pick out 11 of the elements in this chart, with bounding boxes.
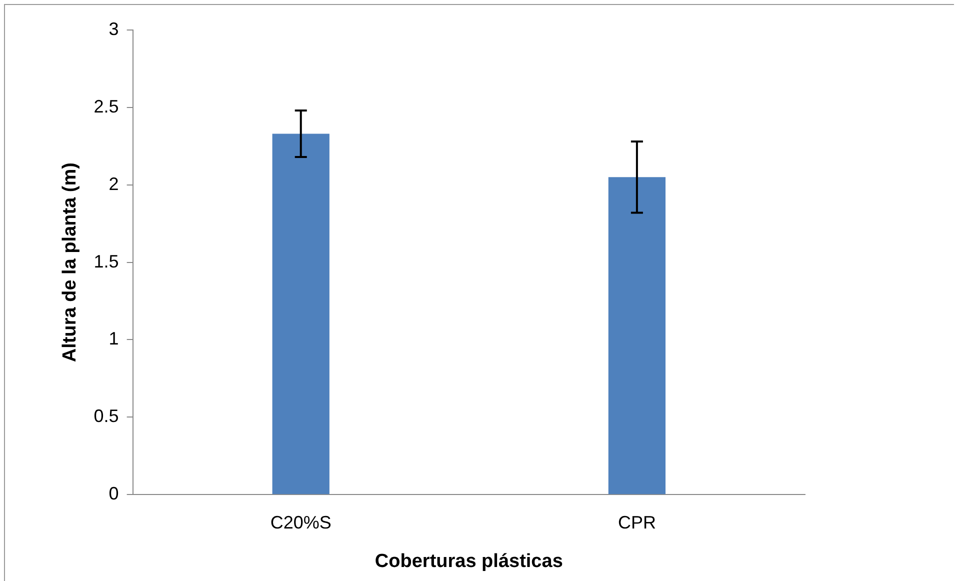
y-tick-label: 0 <box>108 484 119 504</box>
y-axis-title: Altura de la planta (m) <box>60 162 81 362</box>
y-tick-label: 2.5 <box>94 96 119 116</box>
y-tick-label: 1.5 <box>94 251 119 272</box>
y-tick-label: 0.5 <box>94 406 119 426</box>
y-tick-label: 3 <box>108 18 119 39</box>
x-axis-title: Coberturas plásticas <box>374 550 563 572</box>
y-tick-label: 2 <box>108 174 119 194</box>
x-tick-label: C20%S <box>270 512 332 532</box>
x-tick-label: CPR <box>618 512 656 532</box>
y-tick-label: 1 <box>108 328 119 349</box>
